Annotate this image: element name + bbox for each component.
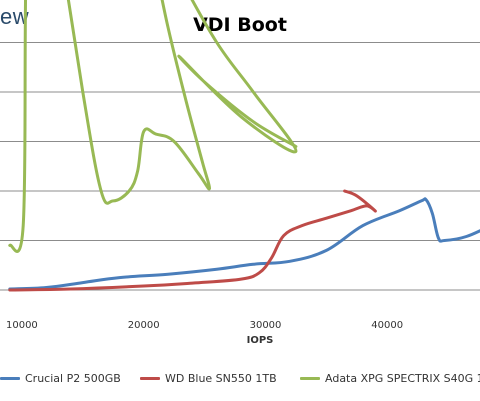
chart-title: VDI Boot xyxy=(193,14,287,36)
series-line-3 xyxy=(8,0,298,253)
legend-label: Crucial P2 500GB xyxy=(25,372,121,385)
legend-item: WD Blue SN550 1TB xyxy=(140,372,277,385)
series-layer xyxy=(8,0,480,292)
legend-swatch xyxy=(300,377,320,380)
series-line-1 xyxy=(8,197,480,291)
legend-swatch xyxy=(0,377,20,380)
x-tick-label: 40000 xyxy=(371,320,403,331)
x-tick-label: 10000 xyxy=(6,320,38,331)
x-tick-label: 30000 xyxy=(250,320,282,331)
legend-item: Crucial P2 500GB xyxy=(0,372,121,385)
legend-label: Adata XPG SPECTRIX S40G 1 xyxy=(325,372,480,385)
legend: Crucial P2 500GB WD Blue SN550 1TB Adata X… xyxy=(0,372,480,390)
legend-label: WD Blue SN550 1TB xyxy=(165,372,277,385)
legend-item: Adata XPG SPECTRIX S40G 1 xyxy=(300,372,480,385)
tick-layer: 10000 20000 30000 40000 xyxy=(6,320,403,331)
x-tick-label: 20000 xyxy=(128,320,160,331)
x-axis-label: IOPS xyxy=(246,335,274,346)
series-line-2 xyxy=(8,189,377,292)
legend-swatch xyxy=(140,377,160,380)
grid-layer xyxy=(0,42,480,291)
